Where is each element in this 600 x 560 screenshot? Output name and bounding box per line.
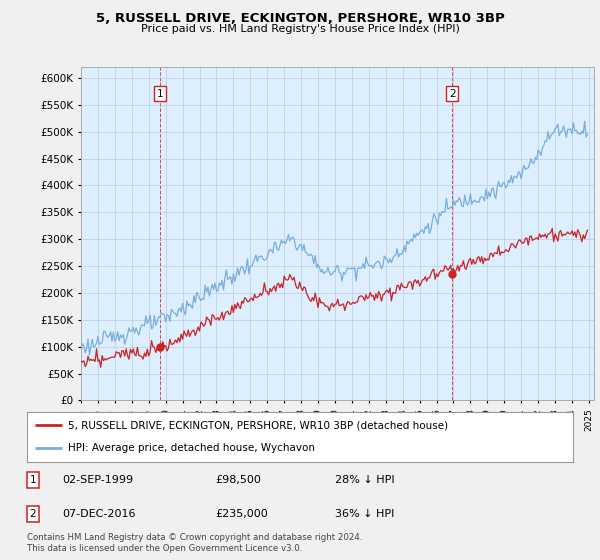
Text: 02-SEP-1999: 02-SEP-1999 — [62, 475, 134, 486]
Text: 1: 1 — [157, 89, 163, 99]
Text: 07-DEC-2016: 07-DEC-2016 — [62, 508, 136, 519]
Text: HPI: Average price, detached house, Wychavon: HPI: Average price, detached house, Wych… — [68, 444, 315, 454]
Text: Price paid vs. HM Land Registry's House Price Index (HPI): Price paid vs. HM Land Registry's House … — [140, 24, 460, 34]
Text: 2: 2 — [30, 508, 37, 519]
Text: 28% ↓ HPI: 28% ↓ HPI — [335, 475, 395, 486]
Text: £98,500: £98,500 — [215, 475, 261, 486]
Text: £235,000: £235,000 — [215, 508, 268, 519]
Text: 5, RUSSELL DRIVE, ECKINGTON, PERSHORE, WR10 3BP (detached house): 5, RUSSELL DRIVE, ECKINGTON, PERSHORE, W… — [68, 420, 448, 430]
Text: 2: 2 — [449, 89, 455, 99]
Text: 1: 1 — [30, 475, 37, 486]
Text: 36% ↓ HPI: 36% ↓ HPI — [335, 508, 395, 519]
Text: Contains HM Land Registry data © Crown copyright and database right 2024.
This d: Contains HM Land Registry data © Crown c… — [27, 533, 362, 553]
Text: 5, RUSSELL DRIVE, ECKINGTON, PERSHORE, WR10 3BP: 5, RUSSELL DRIVE, ECKINGTON, PERSHORE, W… — [95, 12, 505, 25]
